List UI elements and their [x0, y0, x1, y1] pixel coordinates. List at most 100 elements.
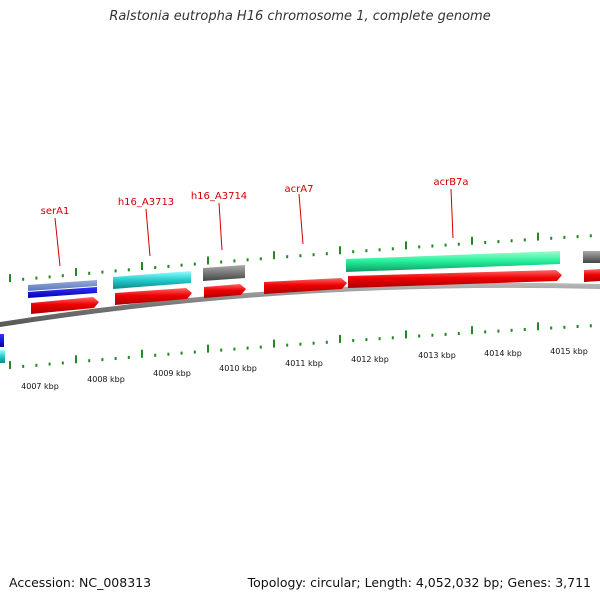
kbp-label: 4012 kbp	[351, 355, 389, 364]
tick-major	[471, 326, 473, 335]
kbp-label: 4011 kbp	[285, 359, 323, 368]
kbp-label: 4015 kbp	[550, 347, 588, 356]
tick-minor	[286, 343, 289, 347]
tick-minor	[325, 340, 328, 344]
tick-row-upper	[9, 232, 592, 283]
tick-minor	[352, 339, 355, 342]
tick-major	[9, 361, 11, 370]
tick-minor	[576, 235, 579, 239]
cds-arrow-h16-A3713[interactable]	[115, 288, 192, 305]
cds-arrow-edge-right[interactable]	[584, 269, 600, 282]
tick-minor	[365, 249, 368, 253]
kbp-label: 4010 kbp	[219, 364, 257, 373]
tick-minor	[378, 248, 381, 252]
tick-minor	[431, 333, 434, 337]
gene-bar-edge-left-blue[interactable]	[0, 334, 4, 347]
gene-bar-edge-right[interactable]	[583, 251, 600, 263]
tick-major	[207, 344, 209, 353]
kbp-label: 4008 kbp	[87, 375, 125, 384]
tick-minor	[259, 257, 262, 261]
leader-line-serA1	[54, 217, 61, 267]
tick-minor	[510, 328, 513, 332]
tick-minor	[299, 254, 302, 258]
tick-major	[339, 246, 341, 255]
tick-minor	[88, 359, 91, 363]
tick-minor	[233, 347, 236, 351]
leader-line-h16-A3713	[145, 208, 151, 257]
leader-line-acrB7a	[450, 188, 454, 239]
tick-minor	[233, 259, 236, 263]
tick-minor	[325, 252, 328, 256]
gene-label-h16-A3714[interactable]: h16_A3714	[191, 191, 247, 202]
tick-minor	[457, 242, 460, 246]
tick-minor	[22, 364, 25, 368]
tick-minor	[88, 271, 91, 275]
cds-arrow-acrA7[interactable]	[264, 278, 347, 294]
gene-bar-h16-A3713[interactable]	[113, 271, 191, 289]
tick-minor	[22, 277, 25, 281]
tick-minor	[497, 240, 500, 244]
tick-minor	[589, 234, 592, 238]
tick-minor	[550, 236, 553, 240]
tick-major	[75, 355, 77, 364]
gene-label-h16-A3713[interactable]: h16_A3713	[118, 197, 174, 208]
topology-summary: Topology: circular; Length: 4,052,032 bp…	[247, 575, 591, 590]
tick-row-lower	[9, 322, 592, 370]
tick-minor	[114, 269, 117, 273]
tick-major	[273, 339, 275, 348]
tick-minor	[167, 352, 170, 356]
tick-minor	[299, 342, 302, 346]
tick-major	[537, 322, 539, 331]
tick-minor	[484, 330, 487, 334]
gene-label-acrA7[interactable]: acrA7	[285, 184, 314, 195]
tick-major	[75, 268, 77, 276]
kbp-label: 4014 kbp	[484, 349, 522, 358]
tick-major	[141, 349, 143, 358]
tick-minor	[220, 260, 223, 264]
tick-minor	[576, 325, 579, 328]
tick-minor	[444, 243, 447, 247]
tick-minor	[523, 238, 526, 242]
gene-bar-serA1-light[interactable]	[28, 280, 97, 291]
tick-minor	[193, 350, 196, 354]
tick-minor	[61, 274, 64, 278]
tick-minor	[154, 353, 157, 357]
tick-minor	[180, 351, 183, 355]
gene-label-serA1[interactable]: serA1	[41, 206, 70, 217]
kbp-label: 4009 kbp	[153, 369, 191, 378]
gene-bar-edge-left-cyan[interactable]	[0, 350, 5, 363]
tick-minor	[563, 235, 566, 239]
tick-minor	[391, 336, 394, 340]
tick-minor	[431, 244, 434, 248]
tick-minor	[101, 270, 104, 274]
cds-arrow-serA1[interactable]	[31, 297, 99, 314]
tick-minor	[457, 332, 460, 335]
gene-bar-serA1-dark[interactable]	[28, 287, 97, 298]
tick-minor	[589, 324, 592, 328]
cds-arrow-h16-A3714[interactable]	[204, 284, 246, 298]
tick-minor	[418, 334, 421, 338]
tick-minor	[497, 329, 500, 333]
tick-minor	[259, 345, 262, 349]
tick-minor	[246, 258, 249, 262]
tick-minor	[193, 262, 196, 266]
gene-bar-h16-A3714[interactable]	[203, 265, 245, 281]
tick-major	[537, 232, 539, 241]
tick-minor	[35, 276, 38, 280]
tick-minor	[127, 268, 130, 272]
tick-minor	[365, 338, 368, 342]
tick-minor	[48, 362, 51, 366]
kbp-label: 4007 kbp	[21, 382, 59, 391]
tick-minor	[312, 253, 315, 257]
gene-label-acrB7a[interactable]: acrB7a	[433, 177, 468, 188]
tick-minor	[418, 245, 421, 249]
tick-major	[471, 236, 473, 245]
leader-line-h16-A3714	[218, 202, 223, 251]
gene-bar-acrB7a[interactable]	[346, 251, 560, 272]
cds-arrow-acrB7a[interactable]	[348, 270, 562, 288]
tick-minor	[154, 266, 157, 269]
tick-major	[141, 262, 143, 271]
tick-minor	[48, 275, 51, 279]
tick-minor	[444, 332, 447, 336]
